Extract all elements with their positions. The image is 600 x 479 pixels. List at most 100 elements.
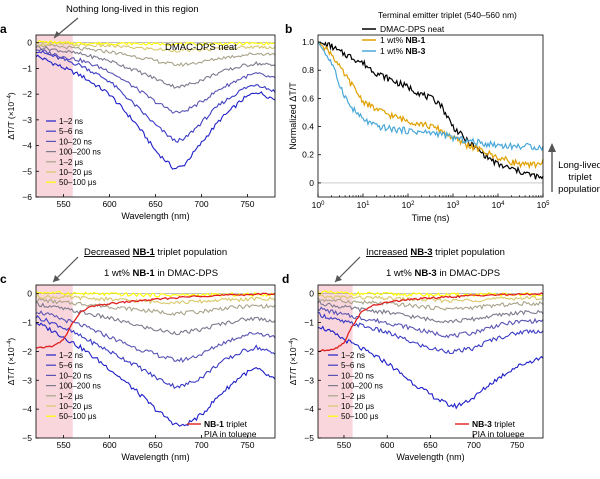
panel-letter: c — [0, 272, 7, 286]
pia-legend-label-part-1: triplet — [492, 419, 516, 429]
series-line-nb-1 — [317, 41, 544, 170]
pia-legend-label-part-0: NB-3 — [472, 419, 492, 429]
panel-letter: d — [282, 272, 289, 286]
legend-label: 1 wt% NB-1 — [380, 35, 426, 45]
x-tick-label-part-1: 4 — [501, 201, 505, 207]
x-tick-label: 100 — [312, 200, 325, 210]
panel-title-part-1: NB-3 — [415, 268, 437, 279]
legend-label: 1–2 μs — [59, 392, 83, 401]
y-axis-label-part-2: −4 — [7, 94, 13, 101]
legend-label: 1–2 μs — [341, 392, 365, 401]
x-tick-label: 600 — [380, 440, 394, 450]
legend-label: 100–200 ns — [59, 148, 101, 157]
x-tick-label: 105 — [537, 200, 550, 210]
y-tick-label: 0 — [309, 289, 314, 299]
y-tick-label: −6 — [22, 192, 32, 202]
y-axis-label-part-2: −4 — [7, 340, 13, 347]
annotation-text-part-0: Increased — [366, 247, 408, 258]
series-line-neat — [317, 41, 544, 180]
x-tick-label: 550 — [56, 199, 70, 209]
y-tick-label: 0.8 — [302, 65, 314, 75]
annotation-text: Increased NB-3 triplet population — [366, 247, 505, 258]
legend-label-part-1: NB-3 — [406, 46, 426, 56]
y-tick-label: −5 — [22, 433, 32, 443]
pia-legend-label: PIA in toluene — [204, 429, 257, 439]
x-tick-label-part-0: 10 — [447, 200, 457, 210]
y-tick-label: −3 — [304, 375, 314, 385]
x-axis-label: Wavelength (nm) — [396, 452, 464, 462]
legend-label-part-0: 1 wt% — [380, 46, 406, 56]
panel-a: 550 600 650 700 750 0 −1 −2 −3 −4 −5 −6 Wavelength (… — [0, 4, 276, 221]
x-tick-label-part-1: 5 — [546, 201, 550, 207]
y-tick-label: −2 — [304, 346, 314, 356]
pia-legend-label: NB-1 triplet — [204, 419, 248, 429]
panel-title: 1 wt% NB-1 in DMAC-DPS — [104, 268, 218, 279]
panel-title-part-2: in DMAC-DPS — [437, 268, 500, 279]
legend-label: 1 wt% NB-3 — [380, 46, 426, 56]
legend-label: 5–6 ns — [59, 361, 83, 370]
series-line-1-2-ns — [317, 325, 544, 410]
y-tick-label: −3 — [22, 375, 32, 385]
panel-title: 1 wt% NB-3 in DMAC-DPS — [386, 268, 500, 279]
series-line-50-100-s — [35, 290, 276, 298]
y-axis-label-part-3: ) — [6, 92, 16, 95]
x-tick-label: 104 — [492, 200, 505, 210]
series-line-10-20-s — [35, 293, 276, 305]
series-line-5-6-ns — [317, 311, 544, 355]
y-tick-label: −5 — [22, 166, 32, 176]
annotation-line: Long-lived — [558, 160, 600, 171]
x-tick-label-part-1: 1 — [366, 201, 370, 207]
x-tick-label: 600 — [102, 440, 116, 450]
x-tick-label-part-0: 10 — [357, 200, 367, 210]
annotation-text-part-3: triplet population — [433, 247, 505, 258]
y-axis-label: ΔT/T (×10−4) — [288, 338, 298, 386]
highlight-region — [318, 285, 353, 438]
x-tick-label-part-1: 0 — [321, 201, 325, 207]
annotation-text-part-3: triplet population — [155, 247, 227, 258]
x-tick-label: 750 — [240, 199, 254, 209]
legend-label: 10–20 ns — [341, 371, 374, 380]
x-tick-label: 700 — [194, 199, 208, 209]
panel-title-part-0: 1 wt% — [104, 268, 133, 279]
annotation-text-part-0: Decreased — [84, 247, 130, 258]
series-line-5-6-ns — [35, 315, 276, 390]
y-tick-label: 0 — [27, 289, 32, 299]
x-tick-label: 700 — [467, 440, 481, 450]
x-tick-label-part-0: 10 — [537, 200, 547, 210]
y-tick-label: −1 — [22, 63, 32, 73]
annotation-text: Decreased NB-1 triplet population — [84, 247, 227, 258]
pia-legend-label-part-1: triplet — [224, 419, 248, 429]
series-line-100-200-ns — [35, 301, 276, 336]
series-line-10-20-ns — [35, 48, 276, 114]
y-axis-label-part-2: −4 — [289, 340, 295, 347]
panel-c: 550 600 650 700 750 0 −1 −2 −3 −4 −5 Wavelength (nm… — [0, 247, 276, 462]
x-axis-label: Time (ns) — [412, 213, 450, 223]
legend-label: 5–6 ns — [59, 127, 83, 136]
legend-label: 10–20 μs — [59, 168, 92, 177]
legend-label-part-1: NB-1 — [406, 35, 426, 45]
series-line-100-200-ns — [35, 44, 276, 89]
series-line-1-2-ns — [35, 322, 276, 427]
y-tick-label: 0 — [309, 178, 314, 188]
panel-title-part-0: 1 wt% — [386, 268, 415, 279]
x-tick-label-part-0: 10 — [492, 200, 502, 210]
annotation-line: triplet — [568, 172, 592, 183]
legend-label: 5–6 ns — [341, 361, 365, 370]
x-tick-label: 700 — [194, 440, 208, 450]
legend-label: 10–20 ns — [59, 137, 92, 146]
annotation-text-part-2: NB-1 — [133, 247, 156, 258]
x-tick-label: 750 — [510, 440, 524, 450]
series-line-50-100-s — [317, 290, 544, 298]
y-tick-label: −2 — [22, 346, 32, 356]
x-tick-label: 750 — [240, 440, 254, 450]
y-axis-label: ΔT/T (×10−4) — [6, 92, 16, 140]
panel-title-part-1: NB-1 — [133, 268, 156, 279]
y-axis-label-part-0: ΔT/T — [6, 119, 16, 140]
legend-label: 10–20 ns — [59, 371, 92, 380]
annotation-arrowhead — [335, 275, 342, 282]
x-tick-label: 102 — [402, 200, 415, 210]
panel-title-part-2: in DMAC-DPS — [155, 268, 218, 279]
legend-label: 10–20 μs — [341, 402, 374, 411]
annotation-arrowhead — [54, 31, 61, 38]
x-tick-label: 101 — [357, 200, 370, 210]
